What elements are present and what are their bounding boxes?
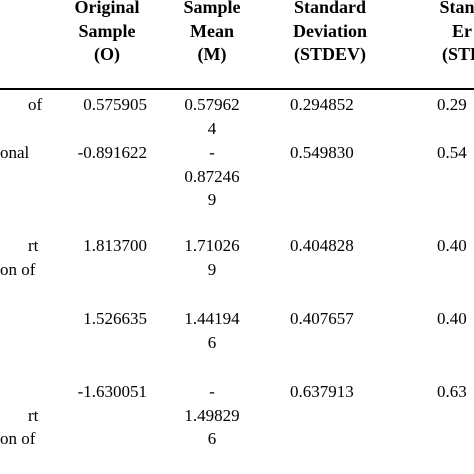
cell-text: -: [209, 143, 215, 162]
row-label: rt: [28, 236, 39, 255]
cell-text: 0.87246: [184, 166, 240, 186]
cell-text: -0.891622: [77, 143, 147, 162]
cell-text: 1.71026: [184, 236, 240, 255]
cell-text: 0.29: [437, 95, 467, 114]
cell-text: 1.49829: [184, 405, 240, 425]
header-text: (STE: [441, 44, 474, 64]
cell-text: 0.575905: [83, 95, 147, 114]
header-text: Mean: [190, 20, 234, 41]
cell-text: 0.637913: [290, 382, 354, 401]
cell-text: -1.630051: [77, 382, 147, 401]
row-label: of: [28, 95, 43, 114]
header-text: Standard: [293, 0, 367, 17]
cell-text: 0.57962: [184, 95, 240, 114]
header-text: Er: [452, 20, 472, 41]
header-text: Sample: [78, 20, 136, 41]
row-label: on of: [0, 429, 36, 448]
header-text: Original: [74, 0, 140, 17]
cell-text: -: [209, 382, 215, 401]
header-text: (M): [197, 44, 227, 64]
cell-text: 0.404828: [290, 236, 354, 255]
header-rule: [0, 88, 474, 90]
cell-text: 9: [207, 259, 217, 279]
cell-text: 0.63: [437, 382, 467, 401]
header-text: Deviation: [293, 20, 367, 41]
cell-text: 6: [207, 332, 217, 352]
cell-text: 6: [207, 429, 217, 448]
cell-text: 1.44194: [184, 309, 240, 328]
cell-text: 0.294852: [290, 95, 354, 114]
cell-text: 0.407657: [290, 309, 354, 328]
cell-text: 0.54: [437, 143, 467, 162]
header-text: Sample: [183, 0, 241, 17]
cell-text: 0.40: [437, 309, 467, 328]
header-text: Stand: [439, 0, 474, 17]
cell-text: 0.549830: [290, 143, 354, 162]
cell-text: 9: [207, 190, 217, 209]
header-text: (O): [94, 44, 120, 64]
cell-text: 1.526635: [83, 309, 147, 328]
header-text: (STDEV): [293, 44, 367, 64]
row-label: onal: [0, 143, 30, 162]
cell-text: 4: [207, 118, 217, 138]
row-label: rt: [28, 405, 39, 425]
cell-text: 0.40: [437, 236, 467, 255]
cell-text: 1.813700: [83, 236, 147, 255]
row-label: on of: [0, 259, 36, 279]
